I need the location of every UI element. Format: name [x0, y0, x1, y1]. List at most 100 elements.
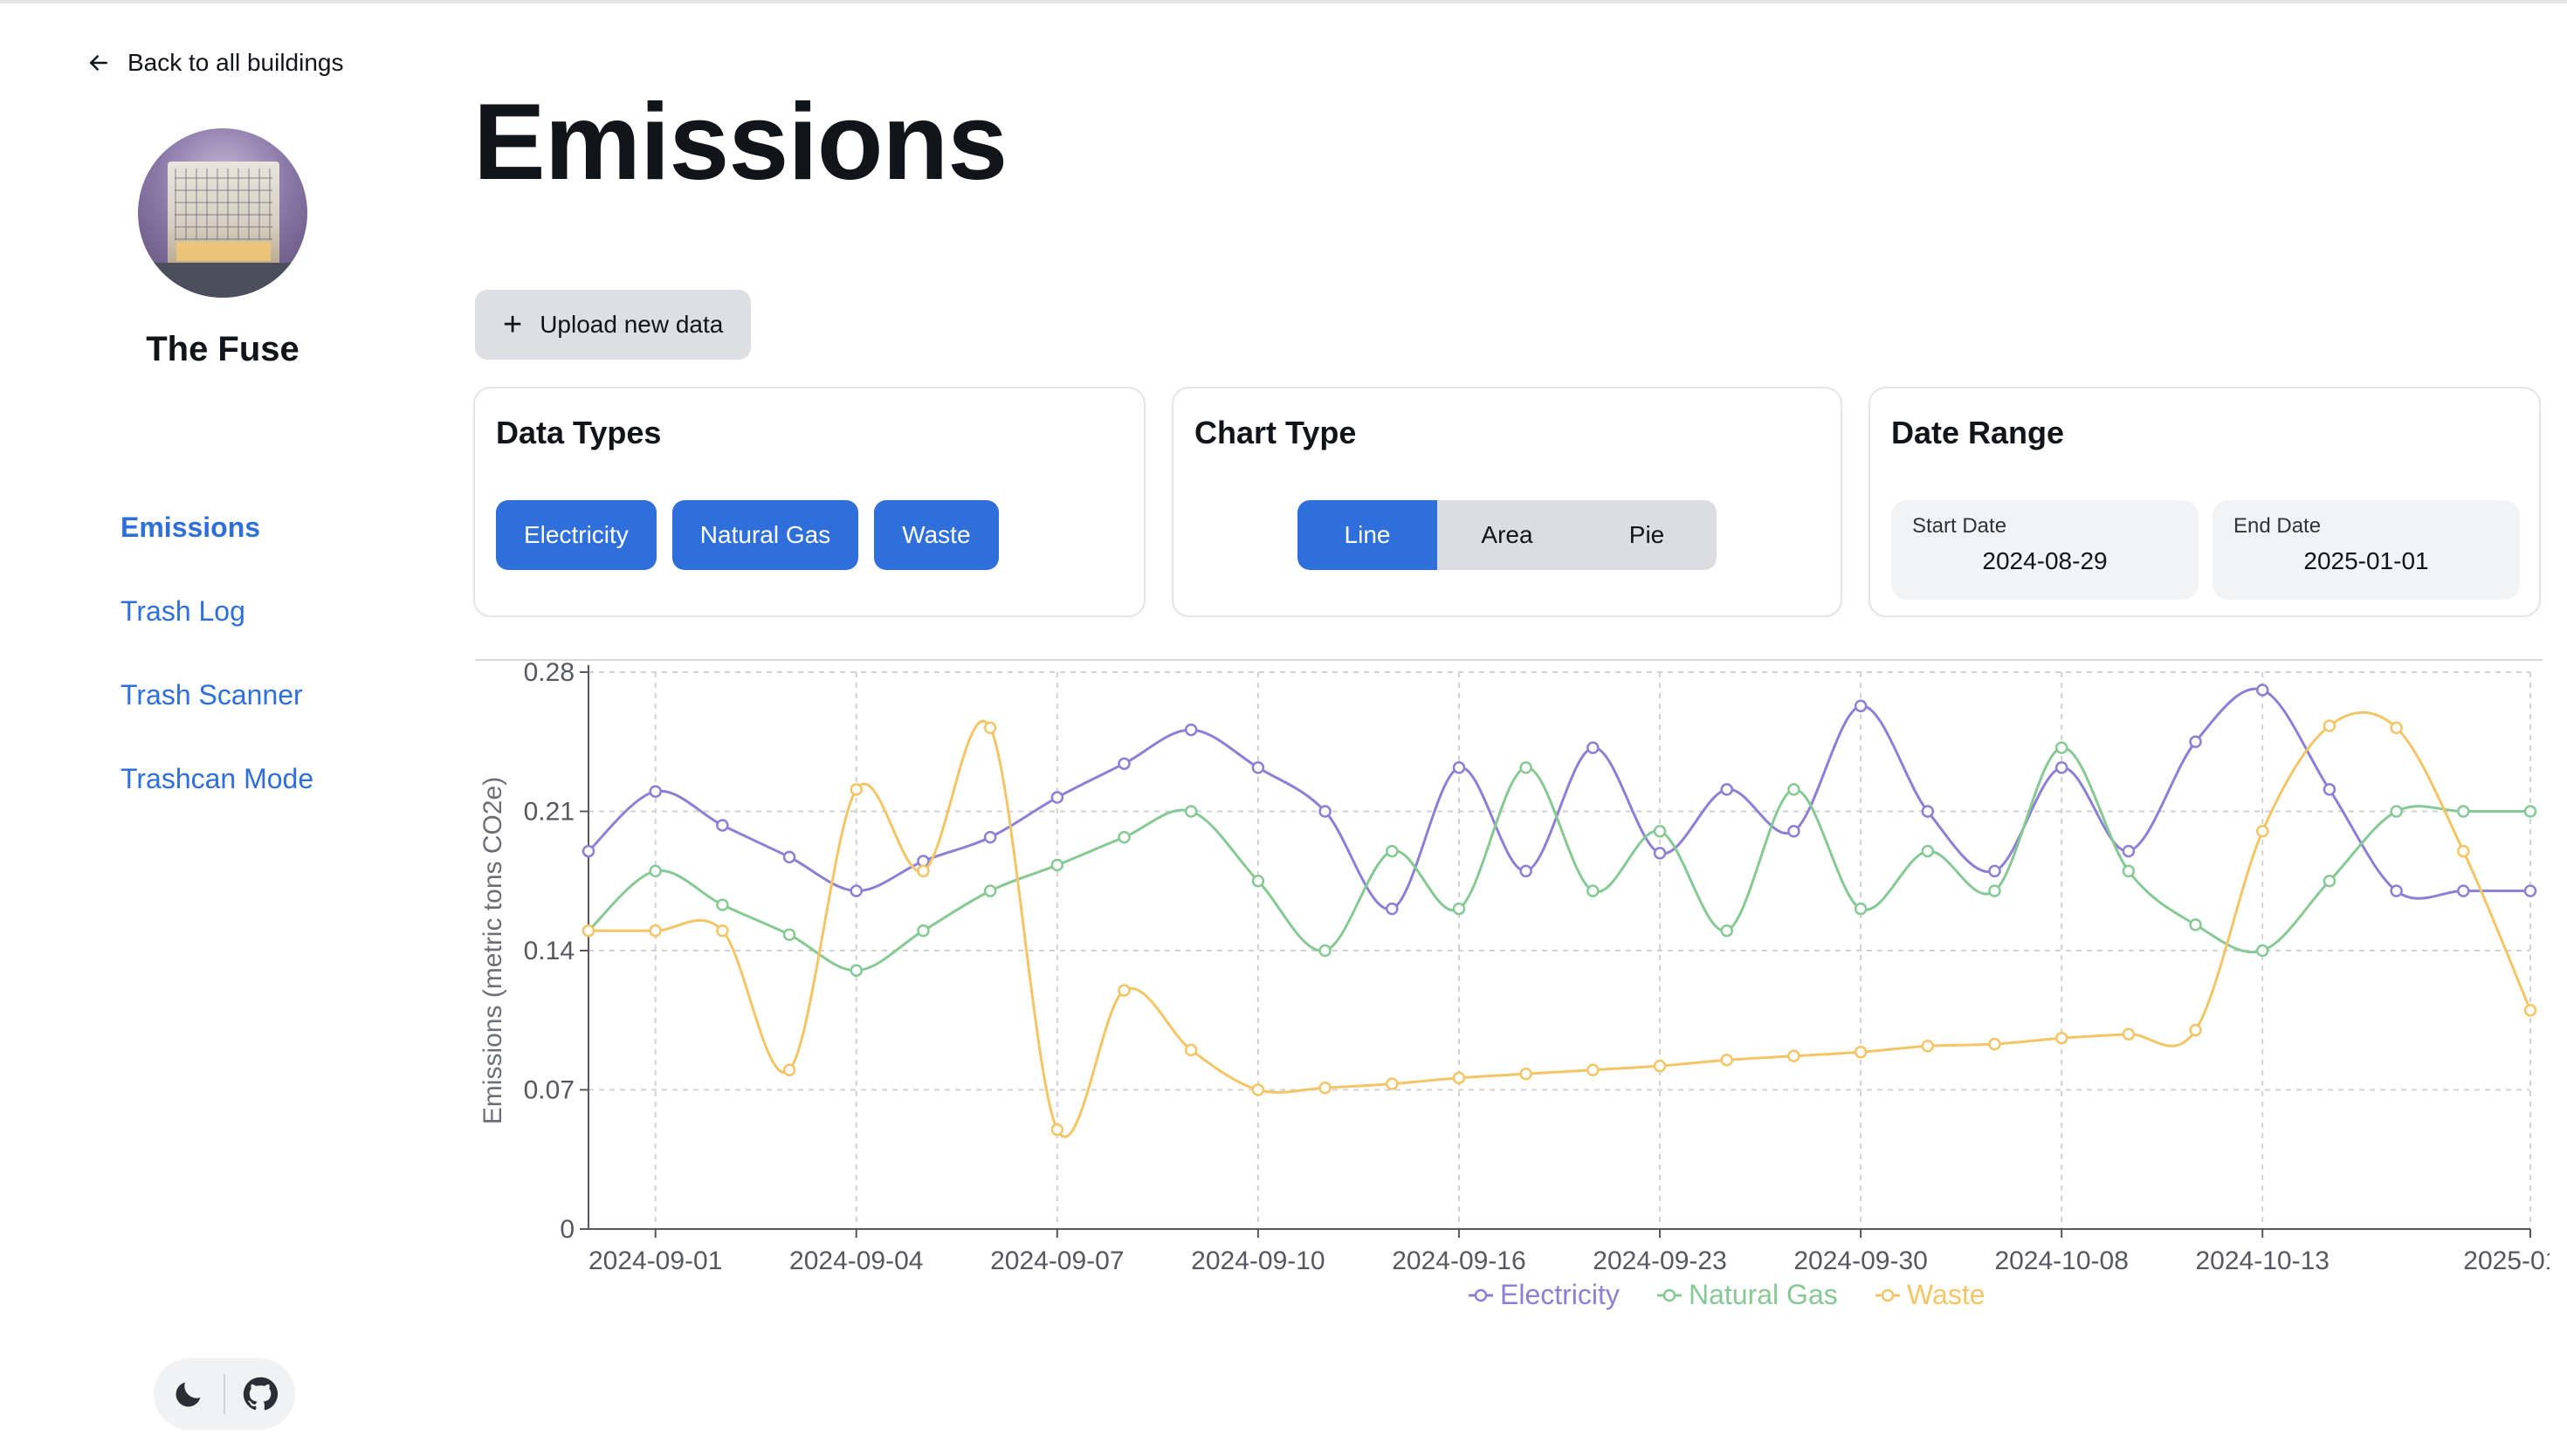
segment-pie[interactable]: Pie: [1628, 521, 1665, 548]
date-range-title: Date Range: [1891, 415, 2065, 450]
segment-line[interactable]: Line: [1297, 500, 1437, 570]
data-point-waste: [983, 721, 997, 735]
utility-bar: [154, 1358, 295, 1430]
nav-item-emissions[interactable]: Emissions: [120, 512, 261, 543]
data-type-chips: Electricity Natural Gas Waste: [496, 500, 999, 570]
date-range-card: Date Range Start Date 2024-08-29 End Dat…: [1868, 387, 2541, 617]
data-point-natural-gas: [2255, 944, 2269, 958]
legend-label-natural-gas: Natural Gas: [1689, 1279, 1838, 1310]
data-point-natural-gas: [2457, 805, 2470, 818]
data-point-electricity: [1318, 805, 1332, 818]
data-point-natural-gas: [649, 864, 662, 878]
legend-marker-electricity: [1474, 1288, 1488, 1302]
data-point-natural-gas: [2054, 741, 2068, 754]
data-point-electricity: [983, 830, 997, 844]
series-line-waste: [588, 711, 2532, 1138]
data-point-natural-gas: [716, 898, 729, 911]
y-tick-label: 0.21: [524, 798, 575, 827]
data-point-natural-gas: [2189, 918, 2202, 931]
chip-waste[interactable]: Waste: [874, 500, 999, 570]
data-point-waste: [2255, 825, 2269, 838]
data-point-natural-gas: [1184, 805, 1198, 818]
data-point-electricity: [1988, 864, 2001, 878]
data-point-electricity: [2457, 884, 2470, 897]
data-point-natural-gas: [1386, 844, 1399, 858]
data-point-waste: [1586, 1063, 1600, 1076]
upload-data-button[interactable]: + Upload new data: [475, 290, 752, 360]
data-point-natural-gas: [2523, 805, 2537, 818]
chart-type-card: Chart Type Line Area Pie: [1172, 387, 1842, 617]
nav-item-trash-log[interactable]: Trash Log: [120, 595, 245, 627]
x-tick-label: 2024-09-01: [588, 1247, 722, 1275]
data-point-waste: [1318, 1081, 1332, 1095]
end-date-value: 2025-01-01: [2303, 547, 2429, 574]
data-point-natural-gas: [1653, 825, 1667, 838]
data-point-natural-gas: [1988, 884, 2001, 897]
series-line-natural-gas: [587, 746, 2530, 972]
y-tick-label: 0.07: [524, 1076, 575, 1105]
data-point-electricity: [582, 844, 595, 858]
back-to-buildings-link[interactable]: Back to all buildings: [86, 49, 343, 77]
data-point-waste: [1519, 1068, 1532, 1081]
github-icon[interactable]: [243, 1377, 278, 1411]
x-tick-label: 2024-09-04: [789, 1247, 923, 1275]
chart-type-title: Chart Type: [1194, 415, 1357, 450]
start-date-field[interactable]: Start Date 2024-08-29: [1891, 500, 2199, 600]
data-point-natural-gas: [1318, 944, 1332, 958]
x-tick-label: 2025-01-01: [2463, 1247, 2550, 1275]
data-point-waste: [917, 864, 930, 878]
data-point-natural-gas: [850, 964, 864, 978]
y-tick-label: 0.14: [524, 937, 575, 965]
data-point-electricity: [2390, 884, 2403, 897]
x-tick-label: 2024-09-10: [1191, 1247, 1325, 1275]
building-avatar: [138, 128, 307, 298]
top-border: [0, 0, 2567, 3]
chip-natural-gas[interactable]: Natural Gas: [671, 500, 859, 570]
x-tick-label: 2024-10-13: [2196, 1247, 2330, 1275]
data-point-waste: [1118, 984, 1131, 997]
data-point-waste: [1988, 1037, 2001, 1051]
data-point-waste: [1184, 1043, 1198, 1057]
divider: [224, 1374, 225, 1414]
x-tick-label: 2024-09-07: [990, 1247, 1124, 1275]
data-point-waste: [2054, 1032, 2068, 1045]
data-point-natural-gas: [2323, 875, 2336, 888]
end-date-field[interactable]: End Date 2025-01-01: [2213, 500, 2520, 600]
data-point-electricity: [2189, 735, 2202, 748]
legend-label-waste: Waste: [1907, 1279, 1985, 1310]
page-title: Emissions: [473, 82, 1008, 203]
data-point-natural-gas: [1452, 902, 1466, 916]
x-tick-label: 2024-10-08: [1994, 1247, 2128, 1275]
moon-icon[interactable]: [171, 1377, 206, 1411]
data-point-natural-gas: [1921, 844, 1935, 858]
data-point-electricity: [1050, 791, 1064, 804]
data-point-waste: [1921, 1040, 1935, 1053]
data-point-electricity: [716, 819, 729, 832]
data-point-natural-gas: [2122, 864, 2136, 878]
data-point-waste: [2390, 721, 2403, 735]
data-point-electricity: [850, 884, 864, 897]
nav-item-trash-scanner[interactable]: Trash Scanner: [120, 679, 303, 711]
data-point-natural-gas: [1519, 761, 1532, 774]
plus-icon: +: [503, 306, 523, 343]
legend-marker-natural-gas: [1662, 1288, 1676, 1302]
data-point-electricity: [1386, 902, 1399, 916]
data-types-card: Data Types Electricity Natural Gas Waste: [473, 387, 1146, 617]
chip-electricity[interactable]: Electricity: [496, 500, 657, 570]
legend-label-electricity: Electricity: [1500, 1279, 1620, 1310]
data-point-natural-gas: [1118, 830, 1131, 844]
x-tick-label: 2024-09-16: [1392, 1247, 1525, 1275]
data-point-waste: [716, 924, 729, 937]
data-point-waste: [782, 1063, 796, 1076]
data-point-waste: [2457, 844, 2470, 858]
data-point-waste: [582, 924, 595, 937]
data-point-waste: [1720, 1054, 1733, 1067]
data-point-electricity: [1854, 699, 1868, 712]
data-point-waste: [1050, 1123, 1064, 1137]
emissions-line-chart: 0 0.07 0.14 0.21 0.28 2024-09-01 2024-09-04 202…: [475, 658, 2567, 1310]
data-point-electricity: [1787, 825, 1800, 838]
segment-area[interactable]: Area: [1481, 521, 1533, 548]
data-point-natural-gas: [2390, 805, 2403, 818]
data-point-waste: [2122, 1027, 2136, 1040]
nav-item-trashcan-mode[interactable]: Trashcan Mode: [120, 763, 314, 794]
